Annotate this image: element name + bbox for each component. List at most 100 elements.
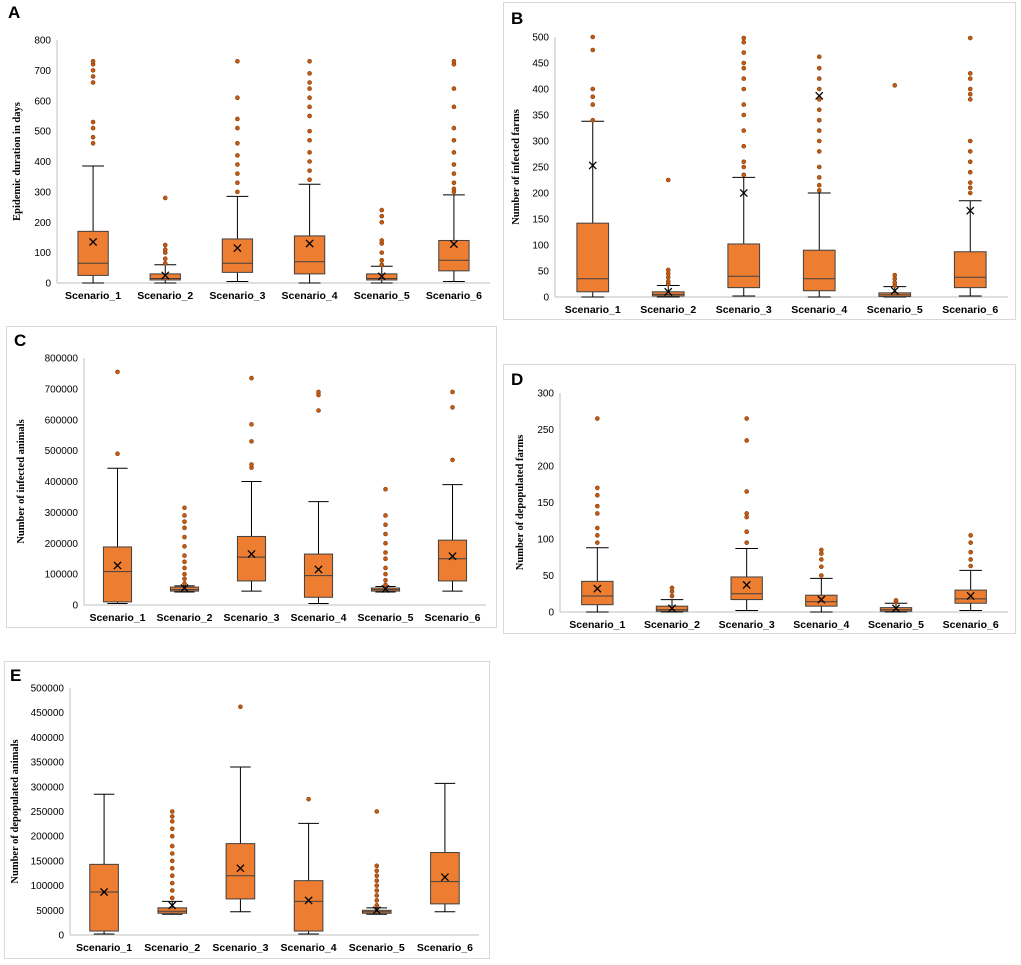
box-plot-scenario-3 xyxy=(727,35,761,297)
outlier-point xyxy=(307,168,312,173)
outlier-point xyxy=(169,819,175,824)
outlier-point xyxy=(169,866,175,871)
y-tick-label: 0 xyxy=(548,608,554,619)
mean-marker-stroke xyxy=(305,239,314,248)
y-tick-label: 200000 xyxy=(45,539,79,550)
y-tick-label: 100 xyxy=(34,248,51,259)
mean-marker xyxy=(440,873,449,882)
outlier-point xyxy=(307,113,312,119)
outlier-point xyxy=(451,125,457,131)
outlier-point xyxy=(968,563,973,569)
outlier-point xyxy=(741,39,747,45)
outlier-point xyxy=(741,143,747,149)
outlier-point xyxy=(669,585,675,591)
outlier-point xyxy=(383,550,388,555)
mean-marker xyxy=(966,206,975,215)
y-tick-label: 50 xyxy=(538,267,550,278)
outlier-point xyxy=(451,186,457,192)
outlier-point xyxy=(967,185,973,191)
outlier-point xyxy=(451,104,457,110)
x-category-label: Scenario_1 xyxy=(76,942,132,954)
outlier-point xyxy=(967,97,973,102)
outlier-point xyxy=(374,888,380,893)
outlier-point xyxy=(893,598,899,603)
outlier-point xyxy=(90,68,96,73)
y-tick-label: 800 xyxy=(34,36,51,47)
box-plot-scenario-1 xyxy=(89,793,119,935)
outlier-point xyxy=(816,107,822,113)
box-plot-scenario-3 xyxy=(236,375,267,592)
outlier-point xyxy=(816,128,822,133)
outlier-point xyxy=(162,256,168,262)
box-plot-scenario-1 xyxy=(77,58,109,284)
y-tick-label: 350000 xyxy=(31,758,65,769)
outlier-point xyxy=(249,462,254,467)
box xyxy=(157,907,188,914)
y-tick-label: 150 xyxy=(532,215,549,226)
outlier-point xyxy=(374,863,380,869)
outlier-point xyxy=(162,195,168,201)
outlier-point xyxy=(235,125,240,131)
mean-marker-stroke xyxy=(377,272,386,281)
mean-marker-stroke xyxy=(448,552,457,561)
mean-marker xyxy=(304,896,313,905)
y-tick-label: 300000 xyxy=(31,782,65,793)
outlier-point xyxy=(968,557,973,562)
y-tick-label: 250 xyxy=(537,425,554,436)
outlier-point xyxy=(968,533,973,538)
y-tick-label: 200 xyxy=(34,218,51,229)
x-category-label: Scenario_5 xyxy=(868,619,924,631)
outlier-point xyxy=(249,422,254,427)
y-tick-label: 300 xyxy=(532,137,549,148)
outlier-point xyxy=(967,149,973,154)
y-tick-label: 300000 xyxy=(45,508,79,519)
x-category-label: Scenario_1 xyxy=(565,304,621,316)
box-plot-scenario-2 xyxy=(169,505,200,593)
outlier-point xyxy=(379,207,385,213)
x-category-label: Scenario_3 xyxy=(209,290,265,302)
box xyxy=(576,222,610,293)
mean-marker-stroke xyxy=(113,561,122,570)
y-tick-label: 200 xyxy=(537,462,554,473)
y-tick-label: 100 xyxy=(532,241,549,252)
box xyxy=(293,235,326,275)
outlier-point xyxy=(451,150,457,155)
mean-marker xyxy=(161,271,170,280)
outlier-point xyxy=(182,581,187,586)
y-tick-label: 150000 xyxy=(31,856,65,867)
outlier-point xyxy=(249,375,254,381)
outlier-point xyxy=(307,128,312,134)
outlier-point xyxy=(316,408,321,413)
outlier-point xyxy=(238,704,243,710)
panel-e: E 0 50000 100000 150000 200000 250000 300000 35… xyxy=(4,661,490,959)
y-tick-label: 450000 xyxy=(31,708,65,719)
outlier-point xyxy=(967,76,973,81)
chart-b: 0 50 100 150 200 250 300 350 400 450 500 Number of … xyxy=(511,33,1008,316)
x-category-label: Scenario_2 xyxy=(644,619,700,631)
outlier-point xyxy=(741,128,747,133)
mean-marker xyxy=(168,901,177,910)
x-category-label: Scenario_5 xyxy=(349,942,405,954)
y-tick-label: 300 xyxy=(34,187,51,198)
outlier-point xyxy=(451,162,457,167)
y-tick-label: 350 xyxy=(532,111,549,122)
outlier-point xyxy=(182,553,187,558)
outlier-point xyxy=(741,112,747,118)
y-tick-label: 0 xyxy=(72,601,78,612)
outlier-point xyxy=(816,65,822,71)
outlier-point xyxy=(741,159,747,165)
outlier-point xyxy=(307,86,312,91)
box xyxy=(953,251,987,289)
outlier-point xyxy=(816,175,822,180)
mean-marker xyxy=(113,561,122,570)
mean-marker xyxy=(100,887,109,897)
box xyxy=(805,594,838,607)
outlier-point xyxy=(374,809,380,814)
mean-marker xyxy=(891,604,901,613)
outlier-point xyxy=(162,242,168,248)
outlier-point xyxy=(819,557,824,562)
box-plot-scenario-6 xyxy=(954,533,987,612)
box-plot-scenario-3 xyxy=(221,58,254,282)
outlier-point xyxy=(744,540,749,545)
outlier-point xyxy=(169,814,175,819)
